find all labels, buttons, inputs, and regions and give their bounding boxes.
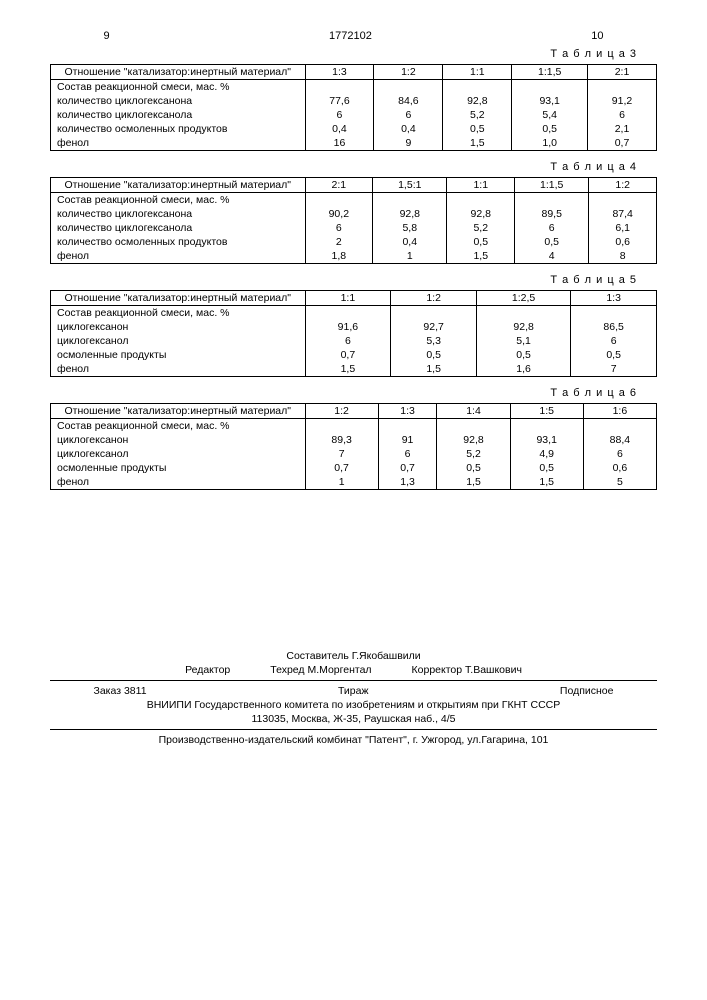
t4-hdr-ratio: Отношение "катализатор:инертный материал… [51, 178, 306, 193]
table5: Отношение "катализатор:инертный материал… [50, 290, 657, 377]
t5-hdr-ratio: Отношение "катализатор:инертный материал… [51, 291, 306, 306]
editor: Редактор [185, 664, 230, 676]
table3: Отношение "катализатор:инертный материал… [50, 64, 657, 151]
page-numbers: 9 1772102 10 [104, 30, 604, 42]
table3-label: Т а б л и ц а 3 [50, 48, 637, 60]
t3-c2: 1:1 [443, 65, 512, 80]
zakaz: Заказ 3811 [94, 685, 147, 697]
podpisnoe: Подписное [560, 685, 614, 697]
t3-hdr-ratio: Отношение "катализатор:инертный материал… [51, 65, 306, 80]
composer: Составитель Г.Якобашвили [50, 650, 657, 662]
table6: Отношение "катализатор:инертный материал… [50, 403, 657, 490]
page-right: 10 [591, 30, 603, 42]
table4: Отношение "катализатор:инертный материал… [50, 177, 657, 264]
t3-r3: количество осмоленных продуктов [51, 122, 306, 136]
t3-r0: Состав реакционной смеси, мас. % [51, 80, 306, 95]
t3-r4: фенол [51, 136, 306, 151]
prod-line: Производственно-издательский комбинат "П… [50, 734, 657, 746]
table5-label: Т а б л и ц а 5 [50, 274, 637, 286]
addr-line: 113035, Москва, Ж-35, Раушская наб., 4/5 [50, 713, 657, 725]
table4-label: Т а б л и ц а 4 [50, 161, 637, 173]
t3-r1: количество циклогексанона [51, 94, 306, 108]
t3-c1: 1:2 [374, 65, 443, 80]
techred: Техред М.Моргентал [270, 664, 371, 676]
t6-hdr-ratio: Отношение "катализатор:инертный материал… [51, 404, 306, 419]
doc-number: 1772102 [110, 30, 592, 42]
t3-r2: количество циклогексанола [51, 108, 306, 122]
t3-c4: 2:1 [588, 65, 657, 80]
table6-label: Т а б л и ц а 6 [50, 387, 637, 399]
org-line: ВНИИПИ Государственного комитета по изоб… [50, 699, 657, 711]
corrector: Корректор Т.Вашкович [412, 664, 522, 676]
tirazh: Тираж [338, 685, 369, 697]
credits-block: Составитель Г.Якобашвили Редактор Техред… [50, 650, 657, 746]
t3-c0: 1:3 [305, 65, 374, 80]
t3-c3: 1:1,5 [512, 65, 588, 80]
